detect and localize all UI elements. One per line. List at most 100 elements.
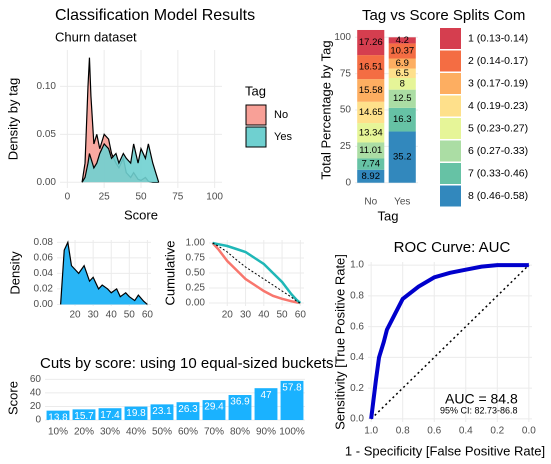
y-tick-label: 0.10 [37,81,57,92]
y-tick-label: 0 [345,177,351,188]
y-tick-label: 0 [35,415,41,426]
bar-value-label: 26.3 [178,404,198,415]
bar-segment [357,55,385,80]
density-area [60,242,148,305]
bar-segment [357,169,385,183]
x-tick-label: 80% [230,427,250,438]
bar [150,404,174,420]
y-tick-label: 0.50 [186,268,206,279]
y-tick-label: 0.05 [37,129,57,140]
density-area [82,143,159,183]
bar [254,388,278,420]
y-axis-label: Density [7,251,22,295]
legend-swatch [245,126,267,148]
y-axis-label: Cumulative [162,240,177,305]
y-tick-label: 0.4 [350,352,364,363]
bar-segment [357,142,385,159]
density-line [60,240,148,305]
x-axis-label: 1 - Specificity [False Positive Rate] [345,443,545,458]
x-tick-label: 50% [152,427,172,438]
bar [124,406,148,420]
bar-value-label: 29.4 [204,402,224,413]
bar-segment [388,89,416,108]
x-tick-label: 0.2 [490,426,504,437]
bar-segment [357,29,385,56]
bar [228,395,252,420]
bar [176,402,200,420]
y-tick-label: 0.00 [34,299,54,310]
bar-segment [357,158,385,170]
x-tick-label: 0.4 [459,426,473,437]
segment-label: 6.9 [396,58,409,69]
segment-label: 6.5 [396,68,409,79]
bar-segment [357,79,385,102]
y-axis-label: Density by tag [5,78,20,160]
x-tick-label: 40 [106,310,118,321]
y-tick-label: 1.00 [186,238,206,249]
y-tick-label: 0.06 [34,252,54,263]
y-tick-label: 40 [30,388,42,399]
annotation: 95% CI: 82.73-86.8 [440,405,518,415]
legend-label: 2 (0.14-0.17) [468,55,528,67]
bar-value-label: 19.8 [126,408,146,419]
y-tick-label: 75 [340,68,352,79]
x-axis-label: Tag [378,208,399,223]
segment-label: 10.37 [390,45,414,56]
bar-segment [388,43,416,59]
y-tick-label: 50 [340,105,352,116]
curve [212,242,301,304]
y-tick-label: 0.02 [34,284,54,295]
x-tick-label: 30 [240,310,252,321]
x-tick-label: 20 [222,310,234,321]
legend-title: Tag [245,83,266,98]
segment-label: 35.2 [393,152,412,163]
y-tick-label: 0.8 [350,290,364,301]
legend-swatch [440,73,461,94]
y-tick-label: 0.00 [186,298,206,309]
legend-label: 3 (0.17-0.19) [468,77,528,89]
segment-label: 15.58 [359,85,383,96]
bar-segment [357,101,385,124]
x-tick-label: 50 [135,192,147,203]
segment-label: 12.5 [393,93,412,104]
bar [202,400,226,420]
x-tick-label: 90% [256,427,276,438]
y-tick-label: 20 [30,401,42,412]
x-tick-label: 20% [74,427,94,438]
bar-segment [388,131,416,183]
bar-value-label: 57.8 [282,383,302,394]
y-tick-label: 0.08 [34,237,54,248]
x-tick-label: 60 [142,310,154,321]
x-tick-label: 40% [126,427,146,438]
chart-title: Tag vs Score Splits Com [362,7,525,24]
x-tick-label: 0.6 [427,426,441,437]
segment-label: 11.01 [359,145,382,156]
x-tick-label: 50 [124,310,136,321]
legend-label: Yes [274,131,292,143]
bar-value-label: 23.1 [152,406,172,417]
legend-swatch [440,95,461,117]
segment-label: 4.2 [396,35,409,46]
x-tick-label: 100 [206,192,223,203]
y-axis-label: Sensitivity [True Positive Rate] [332,254,347,430]
x-tick-label: 0 [65,192,71,203]
legend-label: 8 (0.46-0.58) [468,190,528,202]
segment-label: 7.74 [362,159,381,170]
chart-title: Classification Model Results [55,7,255,24]
legend-label: 1 (0.13-0.14) [468,32,528,44]
segment-label: 14.65 [359,107,383,118]
bar-segment [357,123,385,143]
legend-swatch [440,118,461,139]
y-axis-label: Total Percentage by Tag [318,40,333,179]
y-tick-label: 0.75 [186,253,206,264]
x-tick-label: 60 [295,310,307,321]
y-tick-label: 60 [30,374,42,385]
bar-value-label: 13.8 [48,412,68,423]
x-tick-label: 20 [70,310,82,321]
x-tick-label: 40 [258,310,270,321]
x-tick-label: 0.0 [522,426,536,437]
chart-subtitle: Churn dataset [55,29,137,44]
x-tick-label: 30 [88,310,100,321]
x-tick-label: 100% [279,427,305,438]
